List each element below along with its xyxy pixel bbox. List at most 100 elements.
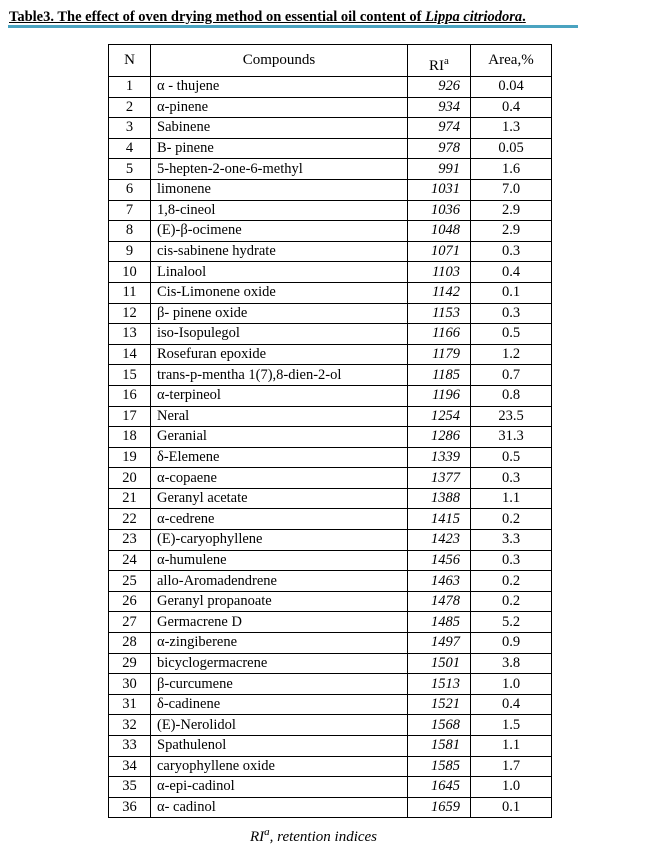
table-row: 5 5-hepten-2-one-6-methyl 991 1.6 xyxy=(108,158,552,180)
row-number: 4 xyxy=(108,137,151,160)
retention-index: 1478 xyxy=(407,590,471,613)
compound-name: α - thujene xyxy=(150,76,408,98)
row-number: 2 xyxy=(108,96,151,119)
retention-index: 978 xyxy=(407,137,471,160)
table-row: 27 Germacrene D 1485 5.2 xyxy=(108,611,552,634)
area-percent: 0.8 xyxy=(470,384,552,407)
area-percent: 2.9 xyxy=(470,220,552,242)
table-row: 13 iso-Isopulegol 1166 0.5 xyxy=(108,323,552,345)
row-number: 11 xyxy=(108,281,151,304)
retention-index: 1568 xyxy=(407,714,471,736)
header-n: N xyxy=(108,44,151,77)
compound-name: Germacrene D xyxy=(150,611,408,634)
header-ri-text: RI xyxy=(429,58,445,74)
footnote-sup: a xyxy=(264,826,270,838)
retention-index: 1456 xyxy=(407,549,471,572)
row-number: 31 xyxy=(108,693,151,716)
compound-name: β-curcumene xyxy=(150,673,408,695)
retention-index: 1585 xyxy=(407,755,471,778)
title-underline-rule xyxy=(8,25,578,28)
header-area: Area,% xyxy=(470,44,552,77)
retention-index: 1485 xyxy=(407,611,471,634)
retention-index: 1048 xyxy=(407,220,471,242)
table-row: 9 cis-sabinene hydrate 1071 0.3 xyxy=(108,240,552,263)
compound-name: α-pinene xyxy=(150,96,408,119)
row-number: 34 xyxy=(108,755,151,778)
row-number: 12 xyxy=(108,302,151,325)
retention-index: 1501 xyxy=(407,652,471,675)
table-row: 29 bicyclogermacrene 1501 3.8 xyxy=(108,652,552,675)
table-row: 30 β-curcumene 1513 1.0 xyxy=(108,673,552,695)
table-row: 34 caryophyllene oxide 1585 1.7 xyxy=(108,755,552,778)
row-number: 9 xyxy=(108,240,151,263)
table-row: 8 (E)-β-ocimene 1048 2.9 xyxy=(108,220,552,242)
compound-name: α-epi-cadinol xyxy=(150,776,408,798)
retention-index: 1036 xyxy=(407,199,471,222)
table-row: 12 β- pinene oxide 1153 0.3 xyxy=(108,302,552,325)
compound-name: (E)-β-ocimene xyxy=(150,220,408,242)
retention-index: 1254 xyxy=(407,405,471,428)
row-number: 36 xyxy=(108,796,151,819)
area-percent: 0.3 xyxy=(470,302,552,325)
area-percent: 3.3 xyxy=(470,529,552,551)
compound-name: allo-Aromadendrene xyxy=(150,570,408,592)
retention-index: 991 xyxy=(407,158,471,180)
compound-name: 5-hepten-2-one-6-methyl xyxy=(150,158,408,180)
area-percent: 5.2 xyxy=(470,611,552,634)
row-number: 6 xyxy=(108,178,151,201)
area-percent: 0.5 xyxy=(470,446,552,469)
compound-name: α-terpineol xyxy=(150,384,408,407)
compound-name: bicyclogermacrene xyxy=(150,652,408,675)
retention-index: 1423 xyxy=(407,529,471,551)
compound-name: caryophyllene oxide xyxy=(150,755,408,778)
table-row: 26 Geranyl propanoate 1478 0.2 xyxy=(108,590,552,613)
compound-name: Cis-Limonene oxide xyxy=(150,281,408,304)
compound-name: Geranial xyxy=(150,426,408,448)
table-row: 31 δ-cadinene 1521 0.4 xyxy=(108,693,552,716)
title-species: Lippa citriodora xyxy=(425,9,523,25)
table-row: 19 δ-Elemene 1339 0.5 xyxy=(108,446,552,469)
area-percent: 0.2 xyxy=(470,570,552,592)
area-percent: 0.04 xyxy=(470,76,552,98)
area-percent: 0.2 xyxy=(470,590,552,613)
row-number: 26 xyxy=(108,590,151,613)
retention-index: 1339 xyxy=(407,446,471,469)
table-row: 16 α-terpineol 1196 0.8 xyxy=(108,384,552,407)
retention-index: 1645 xyxy=(407,776,471,798)
area-percent: 0.05 xyxy=(470,137,552,160)
area-percent: 0.1 xyxy=(470,281,552,304)
compound-name: iso-Isopulegol xyxy=(150,323,408,345)
row-number: 15 xyxy=(108,364,151,386)
area-percent: 1.0 xyxy=(470,673,552,695)
retention-index: 1377 xyxy=(407,467,471,489)
area-percent: 0.4 xyxy=(470,261,552,283)
retention-index: 1153 xyxy=(407,302,471,325)
row-number: 17 xyxy=(108,405,151,428)
area-percent: 0.4 xyxy=(470,693,552,716)
table-row: 6 limonene 1031 7.0 xyxy=(108,178,552,201)
table-row: 17 Neral 1254 23.5 xyxy=(108,405,552,428)
retention-index: 974 xyxy=(407,117,471,139)
table-row: 15 trans-p-mentha 1(7),8-dien-2-ol 1185 0.7 xyxy=(108,364,552,386)
compound-name: Rosefuran epoxide xyxy=(150,343,408,366)
retention-index: 1071 xyxy=(407,240,471,263)
table-row: 18 Geranial 1286 31.3 xyxy=(108,426,552,448)
title-suffix: . xyxy=(522,9,526,25)
compound-name: Geranyl acetate xyxy=(150,487,408,510)
area-percent: 0.5 xyxy=(470,323,552,345)
table-row: 22 α-cedrene 1415 0.2 xyxy=(108,508,552,531)
table-row: 28 α-zingiberene 1497 0.9 xyxy=(108,632,552,654)
compound-name: trans-p-mentha 1(7),8-dien-2-ol xyxy=(150,364,408,386)
table-row: 2 α-pinene 934 0.4 xyxy=(108,96,552,119)
row-number: 5 xyxy=(108,158,151,180)
row-number: 32 xyxy=(108,714,151,736)
compound-name: Geranyl propanoate xyxy=(150,590,408,613)
retention-index: 1659 xyxy=(407,796,471,819)
row-number: 23 xyxy=(108,529,151,551)
compound-name: Linalool xyxy=(150,261,408,283)
row-number: 18 xyxy=(108,426,151,448)
compound-name: β- pinene oxide xyxy=(150,302,408,325)
table-footnote: RIa, retention indices xyxy=(250,826,377,846)
table-row: 11 Cis-Limonene oxide 1142 0.1 xyxy=(108,281,552,304)
row-number: 30 xyxy=(108,673,151,695)
